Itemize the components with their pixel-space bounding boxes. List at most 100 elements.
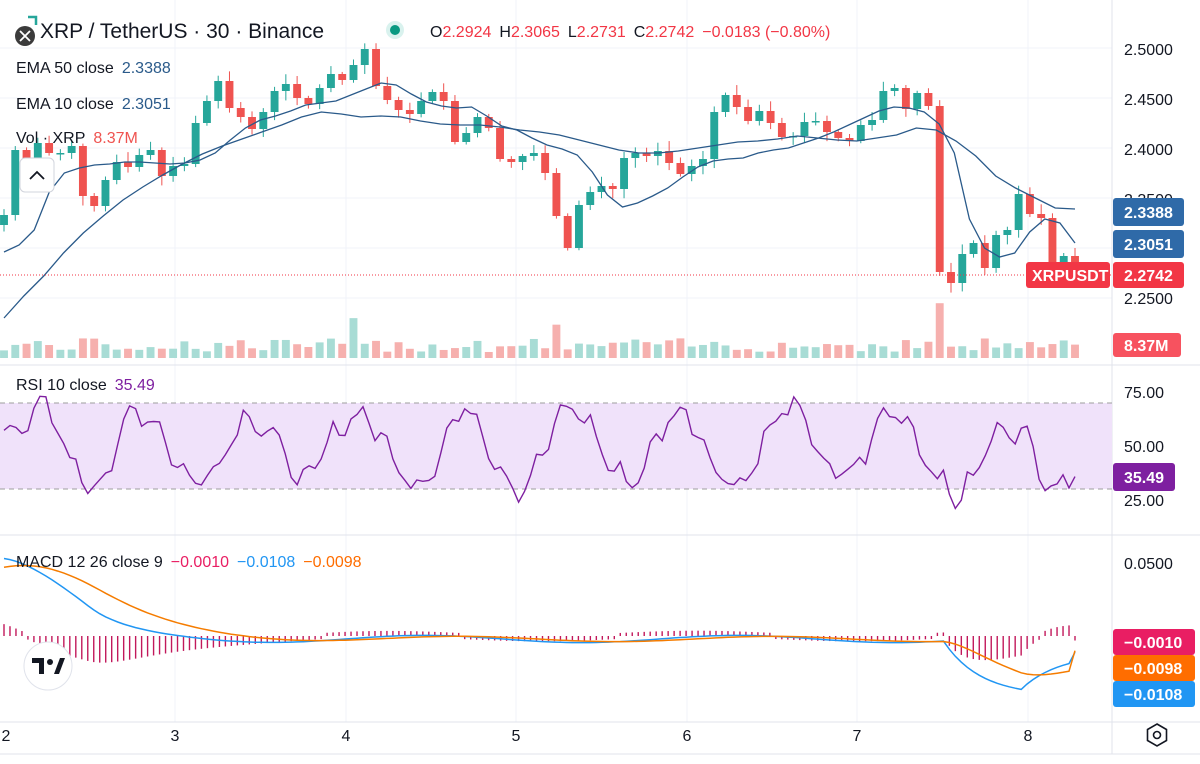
- price-tick: 2.5000: [1124, 42, 1173, 59]
- candle-body: [586, 192, 595, 205]
- volume-bar: [552, 324, 561, 358]
- volume-bar: [484, 351, 493, 358]
- candle-body: [777, 123, 786, 137]
- volume-bar: [597, 346, 606, 358]
- candle-body: [315, 88, 324, 104]
- symbol-title: XRP / TetherUS · 30 · Binance: [40, 20, 324, 43]
- ohlc-high: 2.3065: [511, 24, 560, 41]
- candle-body: [710, 112, 719, 159]
- volume-bar: [462, 347, 471, 358]
- grid-lines: [0, 0, 1112, 722]
- candle-body: [405, 110, 414, 114]
- volume-bar: [191, 348, 200, 358]
- ema10-legend: EMA 10 close 2.3051: [16, 96, 171, 113]
- volume-bar: [157, 348, 166, 358]
- candle-body: [383, 86, 392, 100]
- settings-gear-icon[interactable]: [1146, 723, 1168, 747]
- candle-body: [259, 112, 268, 129]
- macd-line: [3, 557, 1076, 691]
- candle-body: [225, 81, 234, 108]
- volume-bar: [958, 346, 967, 358]
- time-tick: 2: [2, 728, 11, 745]
- time-tick: 7: [853, 728, 862, 745]
- candle-body: [33, 143, 42, 160]
- volume-bar: [248, 348, 256, 358]
- candle-body: [732, 95, 741, 107]
- candle-body: [293, 84, 302, 98]
- time-tick: 4: [342, 728, 351, 745]
- volume-bar: [721, 345, 730, 358]
- candle-body: [699, 159, 707, 166]
- rsi-tick: 50.00: [1124, 439, 1164, 456]
- ema50-legend: EMA 50 close 2.3388: [16, 60, 171, 77]
- time-axis[interactable]: 2 3 4 5 6 7 8: [2, 728, 1033, 745]
- rsi-legend: RSI 10 close 35.49: [16, 377, 155, 394]
- volume-bar: [507, 346, 516, 358]
- volume-bar: [112, 349, 121, 358]
- candle-body: [0, 215, 8, 225]
- volume-bar: [259, 350, 268, 358]
- candle-body: [146, 150, 155, 155]
- volume-bar: [935, 303, 944, 358]
- price-tick: 2.4000: [1124, 142, 1173, 159]
- volume-bar: [789, 347, 798, 358]
- candle-body: [924, 93, 933, 106]
- volume-bar: [845, 344, 854, 358]
- candle-body: [304, 98, 313, 104]
- candle-body: [631, 153, 640, 158]
- volume-bar: [890, 351, 899, 358]
- candle-body: [124, 162, 132, 167]
- ema10-badge: 2.3051: [1124, 237, 1173, 254]
- candle-body: [135, 155, 144, 167]
- candle-body: [451, 101, 459, 142]
- volume-bar: [766, 351, 775, 358]
- candle-body: [935, 106, 944, 272]
- candle-body: [845, 138, 854, 141]
- volume-bar: [101, 344, 110, 358]
- time-tick: 3: [171, 728, 180, 745]
- volume-bar: [180, 341, 189, 358]
- collapse-legend-button[interactable]: [19, 157, 55, 193]
- volume-bar: [653, 344, 662, 358]
- volume-bar: [823, 344, 831, 358]
- volume-bar: [360, 343, 369, 358]
- volume-bar: [383, 351, 392, 358]
- candle-body: [112, 162, 121, 180]
- candle-body: [744, 107, 753, 121]
- macd-line-badge: −0.0108: [1124, 687, 1182, 704]
- candle-body: [270, 91, 279, 112]
- volume-bar: [417, 351, 426, 358]
- candle-body: [800, 122, 809, 136]
- volume-bar: [405, 348, 414, 358]
- candle-body: [856, 125, 865, 141]
- symbol-header[interactable]: XRP / TetherUS · 30 · Binance: [15, 15, 324, 46]
- candle-body: [326, 74, 335, 88]
- volume-bar: [304, 346, 313, 358]
- candle-body: [766, 111, 775, 123]
- candle-body: [439, 92, 448, 101]
- candle-body: [879, 91, 888, 120]
- candle-body: [349, 65, 358, 80]
- candle-body: [372, 49, 380, 86]
- candle-body: [56, 153, 65, 155]
- time-tick: 8: [1024, 728, 1033, 745]
- volume-bar: [496, 346, 504, 358]
- volume-bar: [135, 349, 144, 358]
- candle-body: [969, 243, 978, 254]
- volume-badge: 8.37M: [1124, 338, 1168, 355]
- candle-body: [101, 180, 110, 206]
- candle-body: [676, 163, 685, 174]
- candle-body: [45, 143, 54, 153]
- candle-body: [575, 205, 583, 248]
- tradingview-logo-icon[interactable]: [23, 641, 73, 691]
- candle-body: [823, 121, 831, 132]
- volume-bar: [834, 345, 843, 358]
- volume-bar: [777, 342, 786, 358]
- volume-bar: [1037, 347, 1046, 358]
- volume-bar: [56, 349, 65, 358]
- volume-bar: [1003, 343, 1012, 358]
- candle-body: [180, 164, 189, 166]
- volume-bar: [620, 342, 628, 358]
